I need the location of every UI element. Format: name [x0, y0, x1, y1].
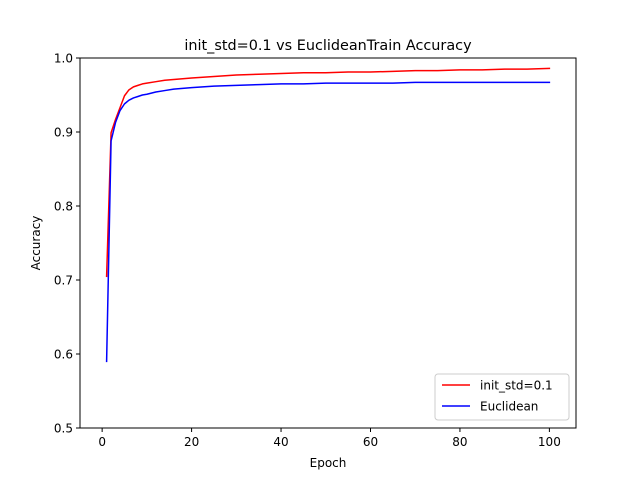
y-tick-label: 0.6: [54, 348, 73, 362]
y-tick-label: 0.9: [54, 126, 73, 140]
chart-title: init_std=0.1 vs EuclideanTrain Accuracy: [184, 38, 472, 54]
y-tick-label: 1.0: [54, 52, 73, 66]
axis-ticks: 0 20 40 60 80 100 0.5 0.6 0.7 0.8 0.9 1.0: [54, 52, 561, 450]
axes-frame: [79, 57, 577, 429]
x-tick-label: 100: [538, 435, 561, 449]
legend-label-euclidean: Euclidean: [480, 400, 538, 414]
series-line-euclidean: [105, 81, 551, 363]
x-tick-label: 20: [184, 435, 199, 449]
legend: init_std=0.1 Euclidean: [434, 373, 570, 421]
series-line-init-std: [105, 67, 551, 278]
plot-area: [105, 67, 551, 363]
x-tick-label: 0: [98, 435, 106, 449]
x-axis-label: Epoch: [310, 456, 347, 470]
y-tick-label: 0.8: [54, 200, 73, 214]
x-tick-label: 60: [363, 435, 378, 449]
legend-label-init-std: init_std=0.1: [480, 379, 553, 393]
x-tick-label: 80: [452, 435, 467, 449]
y-tick-label: 0.5: [54, 422, 73, 436]
y-axis-label: Accuracy: [29, 216, 43, 271]
x-tick-label: 40: [273, 435, 288, 449]
y-tick-label: 0.7: [54, 274, 73, 288]
